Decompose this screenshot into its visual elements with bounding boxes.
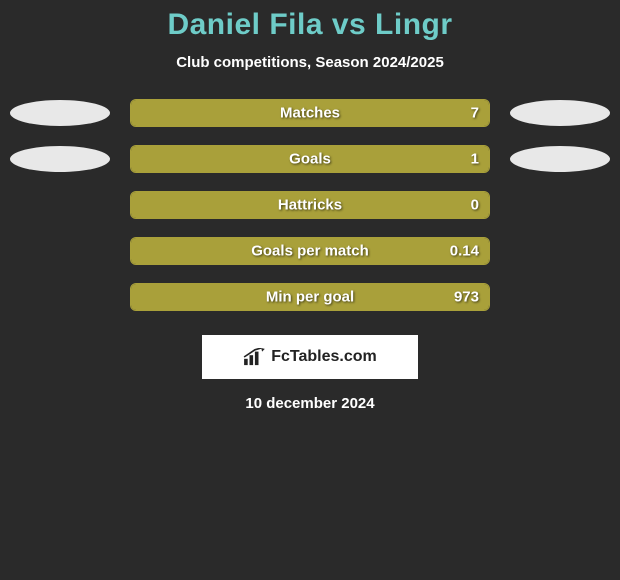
stat-value: 1 (471, 151, 479, 168)
stat-label: Goals (289, 151, 331, 168)
stats-rows: Matches 7 Goals 1 Hattricks 0 Goals per match 0… (0, 99, 620, 311)
stat-row: Goals per match 0.14 (8, 237, 612, 265)
stat-value: 0 (471, 197, 479, 214)
stat-value: 0.14 (450, 243, 479, 260)
bar-chart-icon (243, 348, 265, 366)
stat-label: Min per goal (266, 289, 354, 306)
brand-badge[interactable]: FcTables.com (202, 335, 418, 379)
stat-bar: Hattricks 0 (130, 191, 490, 219)
comparison-widget: Daniel Fila vs Lingr Club competitions, … (0, 0, 620, 412)
stat-label: Goals per match (251, 243, 369, 260)
stat-bar: Goals per match 0.14 (130, 237, 490, 265)
stat-bar: Min per goal 973 (130, 283, 490, 311)
page-subtitle: Club competitions, Season 2024/2025 (0, 54, 620, 71)
brand-text: FcTables.com (271, 348, 377, 366)
stat-row: Hattricks 0 (8, 191, 612, 219)
left-value-pill (10, 100, 110, 126)
stat-bar: Goals 1 (130, 145, 490, 173)
right-value-pill (510, 146, 610, 172)
stat-row: Goals 1 (8, 145, 612, 173)
stat-value: 7 (471, 105, 479, 122)
right-value-pill (510, 100, 610, 126)
stat-row: Min per goal 973 (8, 283, 612, 311)
page-title: Daniel Fila vs Lingr (0, 8, 620, 42)
stat-row: Matches 7 (8, 99, 612, 127)
stat-label: Matches (280, 105, 340, 122)
left-value-pill (10, 146, 110, 172)
stat-label: Hattricks (278, 197, 342, 214)
stat-bar: Matches 7 (130, 99, 490, 127)
stat-value: 973 (454, 289, 479, 306)
footer-date: 10 december 2024 (0, 395, 620, 412)
